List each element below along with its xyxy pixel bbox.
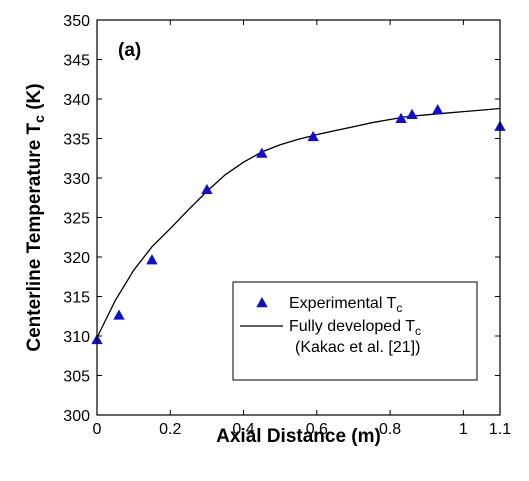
- legend-entry-fully-developed: Fully developed Tc: [289, 318, 421, 338]
- legend-entry-experimental-name: Experimental T: [289, 295, 397, 312]
- y-tick-label: 350: [63, 13, 90, 30]
- x-tick-label: 0.2: [159, 421, 181, 438]
- legend-entry-fully-developed-reference: (Kakac et al. [21]): [295, 339, 420, 356]
- legend-entry-fully-developed-name: Fully developed T: [289, 318, 415, 335]
- y-tick-label: 330: [63, 171, 90, 188]
- y-axis-title-subscript: c: [31, 115, 47, 123]
- x-tick-label: 1: [459, 421, 468, 438]
- y-axis-title-main: Centerline Temperature T: [24, 122, 45, 351]
- legend: Experimental Tc Fully developed Tc (Kaka…: [232, 281, 478, 381]
- data-point-experimental: [201, 183, 213, 195]
- x-tick-label: 0.6: [306, 421, 328, 438]
- data-point-experimental: [307, 130, 319, 142]
- ticks-layer: 0 0.2 0.4 0.6 0.8 1 1.1 300 305 310 315 320 325 330 33…: [63, 13, 511, 438]
- y-tick-label: 305: [63, 369, 90, 386]
- series-line-fully-developed: [96, 107, 501, 338]
- x-tick-label: 0.8: [379, 421, 401, 438]
- data-point-experimental: [406, 108, 418, 119]
- legend-entry-fully-developed-subscript: c: [415, 324, 421, 338]
- data-point-experimental: [256, 147, 268, 158]
- legend-box: [232, 281, 478, 381]
- x-tick-label: 0: [93, 421, 102, 438]
- data-point-experimental: [113, 309, 125, 320]
- panel-label: (a): [118, 40, 141, 61]
- y-tick-label: 325: [63, 211, 90, 228]
- legend-marker-experimental: [256, 297, 268, 308]
- y-tick-label: 340: [63, 92, 90, 109]
- series-layer: [91, 104, 506, 345]
- y-axis-title: Centerline Temperature Tc (K): [24, 83, 47, 351]
- x-tick-label: 1.1: [489, 421, 511, 438]
- data-point-experimental: [395, 112, 407, 123]
- legend-entry-experimental: Experimental Tc: [289, 295, 402, 315]
- y-tick-label: 320: [63, 250, 90, 267]
- y-tick-label: 310: [63, 329, 90, 346]
- x-tick-label: 0.4: [232, 421, 254, 438]
- data-point-experimental: [432, 104, 444, 115]
- legend-entry-experimental-subscript: c: [396, 301, 402, 315]
- data-point-experimental: [146, 254, 158, 265]
- y-tick-label: 315: [63, 290, 90, 307]
- y-axis-title-unit: (K): [24, 83, 45, 115]
- x-axis-title: Axial Distance (m): [216, 426, 381, 447]
- y-tick-label: 335: [63, 132, 90, 149]
- y-tick-label: 300: [63, 408, 90, 425]
- y-tick-label: 345: [63, 53, 90, 70]
- plot-frame: [96, 19, 501, 416]
